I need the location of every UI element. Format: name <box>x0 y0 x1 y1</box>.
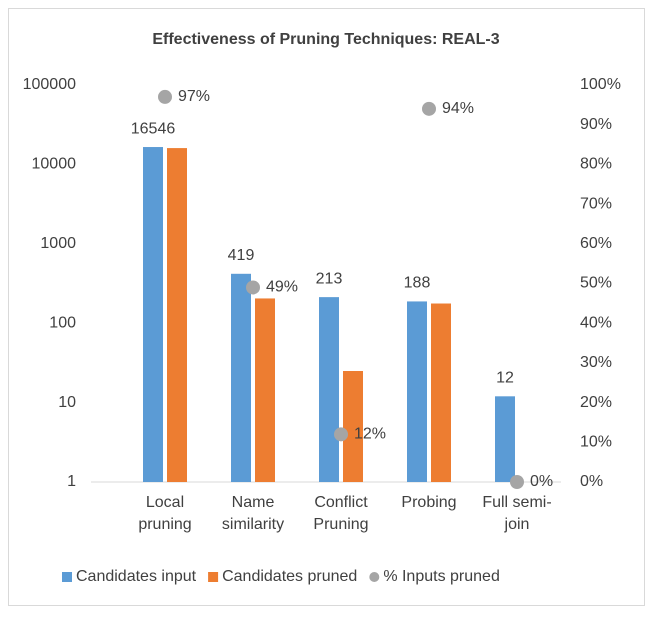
x-tick-label: Probing <box>401 494 457 511</box>
y2-tick-label: 10% <box>580 434 612 451</box>
data-label: 213 <box>316 270 343 287</box>
data-label: 94% <box>442 100 474 117</box>
x-tick-label: Full semi-join <box>482 494 552 533</box>
x-tick-label: Conflict Pruning <box>313 494 369 533</box>
y2-tick-label: 20% <box>580 394 612 411</box>
bar <box>143 147 163 482</box>
data-label: 97% <box>178 88 210 105</box>
point <box>158 89 172 104</box>
bar <box>167 148 187 483</box>
y2-tick-label: 30% <box>580 354 612 371</box>
y2-tick-label: 90% <box>580 116 612 133</box>
y2-tick-label: 0% <box>580 473 603 490</box>
bar <box>495 396 515 482</box>
y2-tick-label: 100% <box>580 76 621 93</box>
bar <box>255 298 275 482</box>
y2-tick-label: 70% <box>580 195 612 212</box>
legend-marker <box>208 572 219 582</box>
x-tick-label: Name similarity <box>221 494 285 533</box>
data-label: 12 <box>496 370 514 387</box>
legend-marker <box>62 572 72 582</box>
y-tick-label: 10 <box>58 394 76 411</box>
point <box>510 475 524 489</box>
y-tick-label: 10000 <box>32 156 77 173</box>
point <box>422 101 436 116</box>
y2-tick-label: 80% <box>580 156 612 173</box>
bar <box>343 371 363 482</box>
data-label: 12% <box>354 426 386 443</box>
y-tick-label: 100000 <box>23 76 76 93</box>
y-tick-label: 1000 <box>40 235 76 252</box>
y-tick-label: 1 <box>67 473 76 490</box>
data-label: 49% <box>266 279 298 296</box>
point <box>334 427 348 442</box>
bar <box>407 301 427 482</box>
bar <box>431 303 451 482</box>
point <box>246 280 260 295</box>
data-label: 188 <box>404 275 431 292</box>
data-label: 16546 <box>131 120 176 137</box>
legend-marker <box>369 572 380 582</box>
y2-tick-label: 50% <box>580 275 612 292</box>
chart-title: Effectiveness of Pruning Techniques: REA… <box>152 31 499 48</box>
y2-tick-label: 60% <box>580 235 612 252</box>
y2-tick-label: 40% <box>580 314 612 331</box>
legend-label: % Inputs pruned <box>383 568 500 585</box>
data-label: 0% <box>530 473 553 490</box>
y-tick-label: 100 <box>49 314 76 331</box>
legend-label: Candidates pruned <box>222 568 357 585</box>
legend-label: Candidates input <box>76 568 197 585</box>
bar <box>231 273 251 482</box>
bar <box>319 297 339 482</box>
data-label: 419 <box>228 247 255 264</box>
x-tick-label: Local pruning <box>138 494 192 533</box>
